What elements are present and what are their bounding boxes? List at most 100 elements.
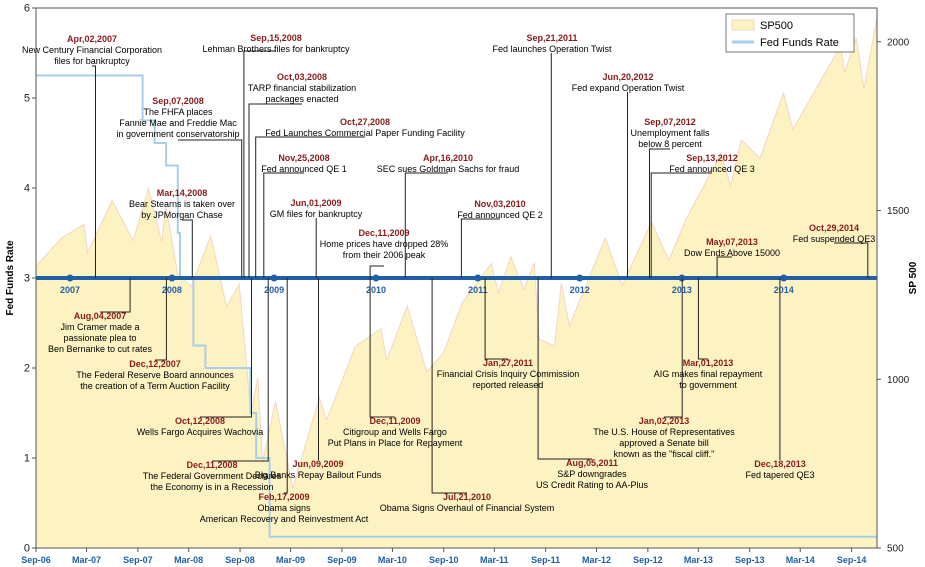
year-label: 2007: [60, 285, 80, 295]
annotation-date: Sep,13,2012: [686, 153, 738, 163]
annotation-date: Aug,05,2011: [566, 458, 618, 468]
annotation-leader: [284, 278, 288, 494]
annotation-text: in government conservatorship: [116, 129, 239, 139]
legend-label-fed-funds: Fed Funds Rate: [760, 37, 839, 49]
annotation-text: approved a Senate bill: [619, 438, 709, 448]
annotation-leader: [484, 278, 508, 360]
x-axis-tick-label: Sep-08: [225, 555, 255, 565]
annotation-leader: [716, 256, 732, 278]
x-axis-tick-label: Sep-10: [429, 555, 459, 565]
annotation-text: Obama signs: [257, 503, 311, 513]
sp500-area-layer: [35, 18, 878, 549]
annotation-leader: [182, 219, 193, 278]
annotation-leader: [431, 278, 467, 494]
axes-layer: 0 1 2 3 4 5 6 500 1000 1500 2000 Sep-06 Mar-07 Sep-07…: [21, 3, 909, 566]
annotation-text: passionate plea to: [63, 333, 136, 343]
left-axis-tick-label: 5: [24, 93, 30, 105]
year-marker: [168, 274, 176, 282]
annotation-leader-layer: [92, 50, 869, 494]
annotation-text: Jim Cramer made a: [60, 322, 139, 332]
annotation-leader: [100, 278, 131, 313]
annotation-text: Put Plans in Place for Repayment: [328, 438, 463, 448]
sp500-area: [35, 18, 878, 549]
x-axis-tick-label: Mar-08: [174, 555, 203, 565]
annotation-date: Aug,04,2007: [74, 311, 127, 321]
x-axis-tick-label: Sep-07: [123, 555, 153, 565]
annotation-leader: [200, 278, 252, 418]
annotation-date: Apr,02,2007: [67, 34, 117, 44]
annotation-date: Nov,03,2010: [474, 199, 525, 209]
x-axis-tick-label: Mar-12: [582, 555, 611, 565]
annotation-text: known as the "fiscal cliff.": [614, 449, 715, 459]
annotation-text: Fed launches Operation Twist: [493, 44, 612, 54]
annotation-leader: [155, 278, 167, 361]
left-axis-tick-label: 4: [24, 183, 30, 195]
annotation-leader: [664, 278, 683, 418]
right-axis-tick-label: 500: [887, 544, 904, 555]
annotation-date: Apr,16,2010: [423, 153, 473, 163]
year-label: 2011: [468, 285, 488, 295]
annotation-date: Jan,27,2011: [483, 358, 533, 368]
annotation-date: Jun,20,2012: [602, 72, 653, 82]
annotation-text: The Federal Government Declares: [143, 471, 282, 481]
annotation-text: Wells Fargo Acquires Wachovia: [137, 427, 264, 437]
annotation-leader: [369, 278, 395, 418]
year-marker: [780, 274, 788, 282]
year-marker: [576, 274, 584, 282]
annotation-text: below 8 percent: [638, 139, 702, 149]
annotation-date: Dec,12,2007: [129, 359, 181, 369]
annotation-date: Dec,18,2013: [754, 459, 806, 469]
annotation-leader: [697, 278, 708, 360]
x-axis-tick-label: Sep-09: [327, 555, 357, 565]
annotation-text: Fed announced QE 2: [457, 210, 543, 220]
year-label: 2009: [264, 285, 284, 295]
annotation-date: Oct,03,2008: [277, 72, 327, 82]
x-axis-tick-label: Sep-14: [837, 555, 867, 565]
annotation-date: Sep,15,2008: [250, 33, 302, 43]
annotation-text: the Economy is in a Recession: [150, 482, 273, 492]
x-axis-tick-label: Mar-10: [378, 555, 407, 565]
legend-swatch-sp500: [731, 19, 755, 31]
annotation-text: US Credit Rating to AA-Plus: [536, 480, 649, 490]
annotation-text: AIG makes final repayment: [654, 369, 763, 379]
annotation-date: Oct,27,2008: [340, 117, 390, 127]
annotation-text: The U.S. House of Representatives: [593, 427, 735, 437]
timeline-band: [36, 276, 877, 280]
annotation-text: Citigroup and Wells Fargo: [343, 427, 447, 437]
annotation-leader: [248, 103, 302, 278]
year-label: 2012: [570, 285, 590, 295]
annotation-leader: [255, 136, 365, 278]
annotation-text: Obama Signs Overhaul of Financial System: [380, 503, 555, 513]
x-axis-tick-label: Sep-13: [735, 555, 765, 565]
annotation-text: Home prices have dropped 28%: [320, 239, 449, 249]
annotation-leader: [834, 242, 869, 278]
annotation-date: Nov,25,2008: [278, 153, 329, 163]
x-axis-tick-label: Sep-11: [531, 555, 560, 565]
annotation-text: Fed announced QE 1: [261, 164, 347, 174]
x-axis-tick-label: Mar-14: [786, 555, 815, 565]
annotation-date: Mar,14,2008: [157, 188, 208, 198]
annotation-date: Jun,09,2009: [292, 459, 343, 469]
annotation-date: Oct,12,2008: [175, 416, 225, 426]
annotation-date: Mar,01,2013: [683, 358, 734, 368]
left-axis-tick-label: 6: [24, 3, 30, 15]
annotation-leader: [369, 265, 384, 278]
left-axis-tick-label: 3: [24, 273, 30, 285]
annotation-date: May,07,2013: [706, 237, 758, 247]
right-axis-tick-label: 1500: [887, 206, 910, 217]
annotation-text: the creation of a Term Auction Facility: [80, 381, 230, 391]
annotation-text: reported released: [473, 380, 544, 390]
